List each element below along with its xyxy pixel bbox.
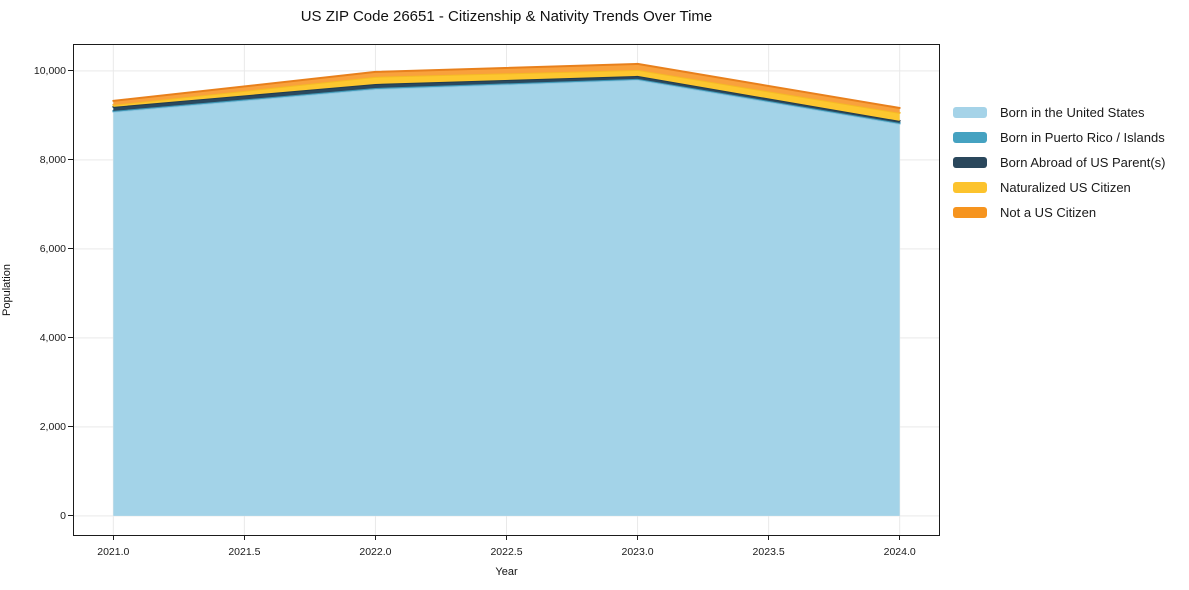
x-tick-label: 2021.5 xyxy=(228,546,261,558)
x-tick-label: 2022.0 xyxy=(359,546,392,558)
y-axis-label: Population xyxy=(1,264,13,316)
y-tick-label: 0 xyxy=(60,509,66,522)
legend-item-label: Born Abroad of US Parent(s) xyxy=(1000,155,1166,170)
plot-area xyxy=(72,43,940,536)
x-tick-label: 2021.0 xyxy=(97,546,130,558)
legend-item-label: Not a US Citizen xyxy=(1000,205,1097,220)
x-tick-mark xyxy=(112,535,114,540)
y-tick-mark xyxy=(68,159,73,161)
legend-item-label: Born in the United States xyxy=(1000,105,1145,120)
x-tick-label: 2024.0 xyxy=(883,546,916,558)
legend: Born in the United States Born in Puerto … xyxy=(953,100,1165,225)
y-tick-label: 10,000 xyxy=(33,64,66,77)
legend-swatch-icon xyxy=(953,157,987,168)
legend-item: Not a US Citizen xyxy=(953,200,1165,225)
x-tick-mark xyxy=(636,535,639,540)
y-tick-mark xyxy=(68,515,73,517)
legend-item-label: Born in Puerto Rico / Islands xyxy=(1000,130,1165,145)
edge-born-abroad-of-us-parent-s- xyxy=(111,74,901,122)
y-tick-label: 8,000 xyxy=(39,153,66,166)
y-tick-label: 4,000 xyxy=(39,331,66,344)
x-tick-mark xyxy=(768,535,770,540)
y-tick-mark xyxy=(68,337,73,339)
x-tick-label: 2022.5 xyxy=(490,546,523,558)
x-tick-mark xyxy=(374,535,377,540)
x-tick-mark xyxy=(243,535,245,540)
x-tick-label: 2023.5 xyxy=(752,546,785,558)
area-born-in-the-united-states xyxy=(112,79,900,516)
area-not-a-us-citizen xyxy=(112,63,900,113)
y-tick-mark xyxy=(68,70,73,72)
legend-swatch-icon xyxy=(953,107,987,118)
legend-swatch-icon xyxy=(953,182,987,193)
legend-item: Born in Puerto Rico / Islands xyxy=(953,125,1165,150)
x-tick-mark xyxy=(899,535,901,540)
stacked-area-chart xyxy=(73,44,939,535)
legend-item: Born Abroad of US Parent(s) xyxy=(953,150,1165,175)
area-naturalized-us-citizen xyxy=(112,69,900,121)
legend-item-label: Naturalized US Citizen xyxy=(1000,180,1131,195)
legend-item: Born in the United States xyxy=(953,100,1165,125)
chart-title: US ZIP Code 26651 - Citizenship & Nativi… xyxy=(300,8,713,25)
y-tick-mark xyxy=(68,248,73,250)
legend-swatch-icon xyxy=(953,132,987,143)
y-tick-label: 6,000 xyxy=(39,242,66,255)
edge-not-a-us-citizen xyxy=(111,62,901,109)
y-tick-label: 2,000 xyxy=(39,420,66,433)
x-tick-label: 2023.0 xyxy=(621,546,654,558)
x-axis-label: Year xyxy=(495,566,518,578)
y-tick-mark xyxy=(68,426,73,428)
x-tick-mark xyxy=(505,535,508,540)
legend-item: Naturalized US Citizen xyxy=(953,175,1165,200)
legend-swatch-icon xyxy=(953,207,987,218)
